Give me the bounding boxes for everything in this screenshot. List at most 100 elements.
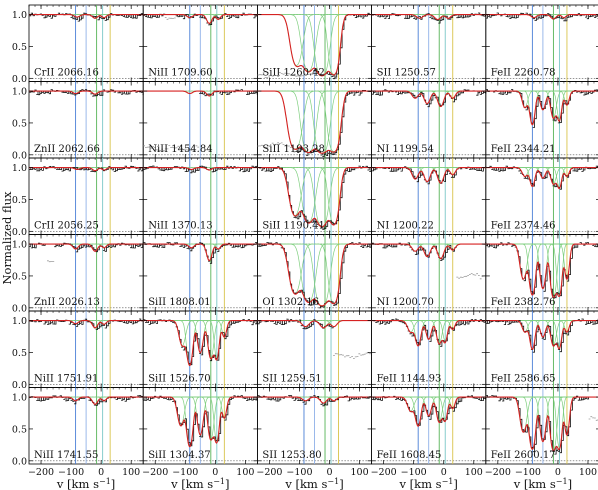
x-axis-label: v [km s−1] [56,477,115,490]
transition-label: SiII 1304.37 [148,450,210,461]
spectrum-panel: −200 −100 0 100 v [km s−1] SII 1253.80 [256,387,372,490]
spectrum-data [257,395,372,407]
x-tick-label: 100 [579,467,597,478]
total-model [257,396,372,404]
total-model [485,14,598,20]
spectrum-panel: 0.0 0.5 1.0 ZnII 2062.66 [12,81,144,161]
spectrum-panel: −200 −100 0 100 v [km s−1] SiII 1304.37 [142,387,258,490]
total-model [29,320,144,329]
y-tick-label: 0.5 [12,42,27,53]
y-tick-label: 1.0 [12,163,27,174]
total-model [257,90,372,154]
y-tick-label: 1.0 [12,10,27,21]
total-model [143,14,258,24]
x-tick-label: 100 [236,467,254,478]
transition-label: SiII 1193.28 [262,144,324,155]
y-tick-label: 0.0 [12,74,27,85]
spectrum-panel: 0.0 0.5 1.0 CrII 2056.25 [12,157,144,238]
transition-label: CrII 2066.16 [34,68,99,79]
x-tick-label: −200 [142,467,168,478]
spectrum-panel: FeII 2586.65 [485,310,598,388]
excluded-data [333,352,372,359]
total-model [29,14,144,19]
spectrum-panel: OI 1302.16 [256,234,372,312]
excluded-data [257,142,296,153]
component-profile [485,243,598,280]
y-tick-label: 0.0 [12,456,27,467]
transition-label: NiII 1370.13 [148,221,212,232]
spectrum-panel: SiII 1190.41 [256,157,372,235]
x-tick-label: 0 [555,467,561,478]
transition-label: NiII 1454.84 [148,144,212,155]
total-model [485,396,598,452]
spectrum-panel: SiII 1526.70 [142,310,258,388]
total-model [257,14,372,77]
excluded-data [143,145,200,152]
transition-label: ZnII 2026.13 [34,297,100,308]
spectrum-panel: SII 1250.57 [371,4,487,82]
component-profile [485,320,598,333]
transition-label: FeII 2260.78 [491,68,556,79]
y-tick-label: 0.0 [12,150,27,161]
spectrum-panel: NiII 1454.84 [142,81,258,159]
total-model [29,90,144,95]
transition-label: CrII 2056.25 [34,221,99,232]
x-tick-label: −100 [58,467,84,478]
spectrum-panel: NI 1200.70 [371,234,487,312]
total-model [257,243,372,307]
transition-label: SII 1250.57 [377,68,436,79]
y-tick-label: 0.0 [12,303,27,314]
y-tick-label: 1.0 [12,393,27,404]
transition-label: SII 1259.51 [262,374,321,385]
spectrum-panel: SiII 1808.01 [142,234,258,312]
x-tick-label: 0 [327,467,333,478]
y-tick-label: 0.5 [12,118,27,129]
y-tick-label: 0.0 [12,227,27,238]
x-tick-label: 100 [122,467,140,478]
total-model [143,243,258,262]
x-tick-label: 0 [98,467,104,478]
transition-label: SiII 1260.42 [262,68,324,79]
total-model [143,167,258,171]
x-tick-label: −200 [371,467,397,478]
component-profile [485,320,598,333]
total-model [29,167,144,172]
excluded-data [456,273,484,280]
x-axis-label: v [km s−1] [399,477,458,490]
y-tick-label: 0.5 [12,195,27,206]
y-tick-label: 0.0 [12,380,27,391]
excluded-data [588,416,598,421]
y-tick-label: 1.0 [12,87,27,98]
component-profile [485,243,598,281]
x-tick-label: −200 [256,467,282,478]
total-model [485,320,598,350]
total-model [485,243,598,299]
total-model [371,320,486,347]
spectrum-panel: 0.0 0.5 1.0 NiII 1751.91 [12,310,144,391]
total-model [143,320,258,367]
y-tick-label: 0.5 [12,348,27,359]
spectrum-panel: SiII 1193.28 [256,81,372,159]
x-tick-label: −100 [515,467,541,478]
total-model [143,396,258,448]
spectrum-panel: 0.0 0.5 1.0 ZnII 2026.13 [12,234,144,314]
transition-label: ZnII 2062.66 [34,144,100,155]
spectrum-data [485,242,598,299]
spectrum-panel: NI 1199.54 [371,81,487,159]
transition-label: NI 1200.70 [377,297,434,308]
transition-label: FeII 1608.45 [377,450,442,461]
y-tick-label: 0.5 [12,271,27,282]
y-axis-label: Normalized flux [0,191,14,285]
x-axis-label: v [km s−1] [513,477,572,490]
x-tick-label: −100 [286,467,312,478]
transition-label: SiII 1190.41 [262,221,324,232]
transition-label: FeII 2586.65 [491,374,556,385]
excluded-data [164,17,176,20]
spectrum-panel: SiII 1260.42 [256,4,372,82]
x-tick-label: 0 [212,467,218,478]
total-model [371,167,486,184]
total-model [371,396,486,427]
transition-label: FeII 2382.76 [491,297,556,308]
transition-label: FeII 1144.93 [377,374,442,385]
total-model [485,90,598,126]
